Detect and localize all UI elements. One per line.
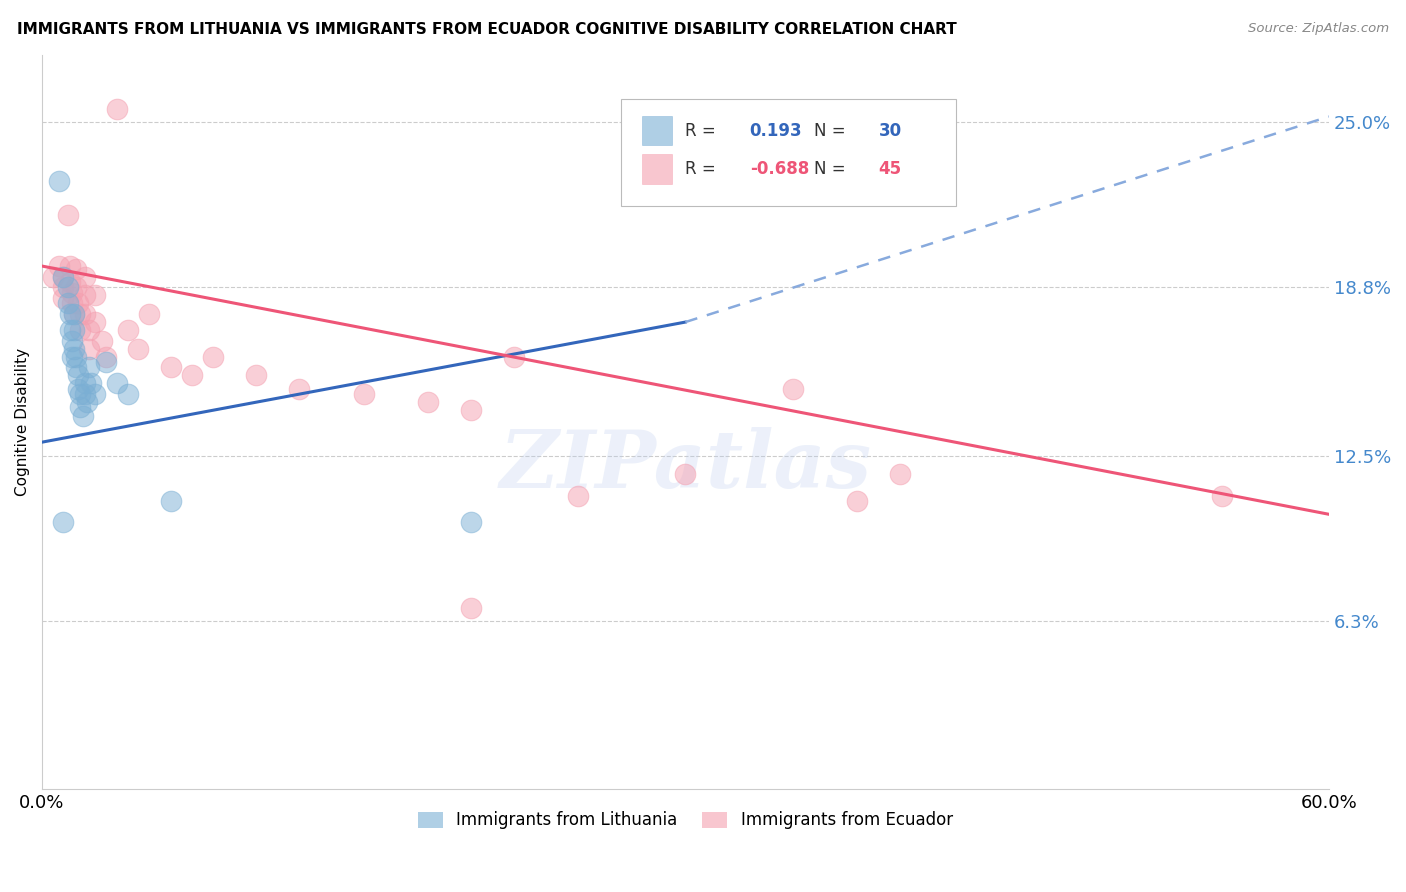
Point: [117, 323, 139, 337]
FancyBboxPatch shape: [641, 116, 672, 145]
Point: [59, 307, 82, 321]
Point: [48, 259, 70, 273]
Point: [52, 291, 75, 305]
Point: [41, 269, 63, 284]
Point: [80, 376, 103, 391]
Point: [127, 342, 149, 356]
Point: [67, 368, 90, 383]
Point: [117, 387, 139, 401]
Point: [416, 395, 439, 409]
Point: [52, 269, 75, 284]
Point: [181, 368, 204, 383]
Point: [782, 382, 804, 396]
Point: [65, 280, 87, 294]
Text: 0.193: 0.193: [749, 121, 803, 140]
Point: [460, 516, 482, 530]
Point: [105, 376, 128, 391]
Point: [84, 288, 107, 302]
Text: IMMIGRANTS FROM LITHUANIA VS IMMIGRANTS FROM ECUADOR COGNITIVE DISABILITY CORREL: IMMIGRANTS FROM LITHUANIA VS IMMIGRANTS …: [17, 22, 956, 37]
Text: 45: 45: [879, 160, 901, 178]
Point: [73, 307, 96, 321]
Point: [72, 409, 94, 423]
Point: [59, 275, 82, 289]
Point: [59, 259, 82, 273]
Text: Source: ZipAtlas.com: Source: ZipAtlas.com: [1249, 22, 1389, 36]
FancyBboxPatch shape: [641, 154, 672, 184]
Point: [69, 323, 91, 337]
Point: [60, 350, 83, 364]
Point: [460, 403, 482, 417]
Point: [73, 288, 96, 302]
Point: [52, 269, 75, 284]
Point: [59, 323, 82, 337]
Point: [63, 307, 86, 321]
Point: [73, 387, 96, 401]
Point: [77, 360, 100, 375]
Point: [84, 315, 107, 329]
Point: [69, 387, 91, 401]
Point: [245, 368, 267, 383]
Point: [65, 350, 87, 364]
Point: [48, 173, 70, 187]
Point: [77, 342, 100, 356]
Text: R =: R =: [685, 160, 721, 178]
Point: [353, 387, 375, 401]
Point: [460, 600, 482, 615]
Point: [96, 350, 118, 364]
Point: [60, 334, 83, 348]
Point: [502, 350, 524, 364]
Point: [60, 296, 83, 310]
Text: 30: 30: [879, 121, 901, 140]
Point: [63, 342, 86, 356]
Text: -0.688: -0.688: [749, 160, 808, 178]
Point: [56, 280, 79, 294]
Point: [65, 360, 87, 375]
Point: [889, 467, 911, 482]
Point: [69, 401, 91, 415]
Point: [1211, 489, 1233, 503]
Point: [90, 334, 112, 348]
Point: [56, 208, 79, 222]
Point: [77, 323, 100, 337]
FancyBboxPatch shape: [621, 99, 956, 206]
Point: [65, 261, 87, 276]
Point: [567, 489, 589, 503]
Point: [76, 395, 98, 409]
Legend: Immigrants from Lithuania, Immigrants from Ecuador: Immigrants from Lithuania, Immigrants fr…: [411, 805, 959, 836]
Point: [138, 307, 160, 321]
Point: [159, 360, 181, 375]
Point: [52, 516, 75, 530]
Point: [67, 382, 90, 396]
Text: ZIPatlas: ZIPatlas: [499, 427, 872, 505]
Point: [63, 307, 86, 321]
Point: [56, 296, 79, 310]
Point: [202, 350, 225, 364]
Point: [84, 387, 107, 401]
Point: [67, 296, 90, 310]
Text: N =: N =: [814, 121, 851, 140]
Point: [52, 280, 75, 294]
Point: [846, 494, 869, 508]
Point: [60, 285, 83, 300]
Point: [159, 494, 181, 508]
Text: R =: R =: [685, 121, 721, 140]
Point: [73, 269, 96, 284]
Point: [96, 355, 118, 369]
Point: [105, 102, 128, 116]
Point: [69, 307, 91, 321]
Point: [63, 323, 86, 337]
Y-axis label: Cognitive Disability: Cognitive Disability: [15, 348, 30, 496]
Text: N =: N =: [814, 160, 851, 178]
Point: [288, 382, 311, 396]
Point: [673, 467, 696, 482]
Point: [73, 376, 96, 391]
